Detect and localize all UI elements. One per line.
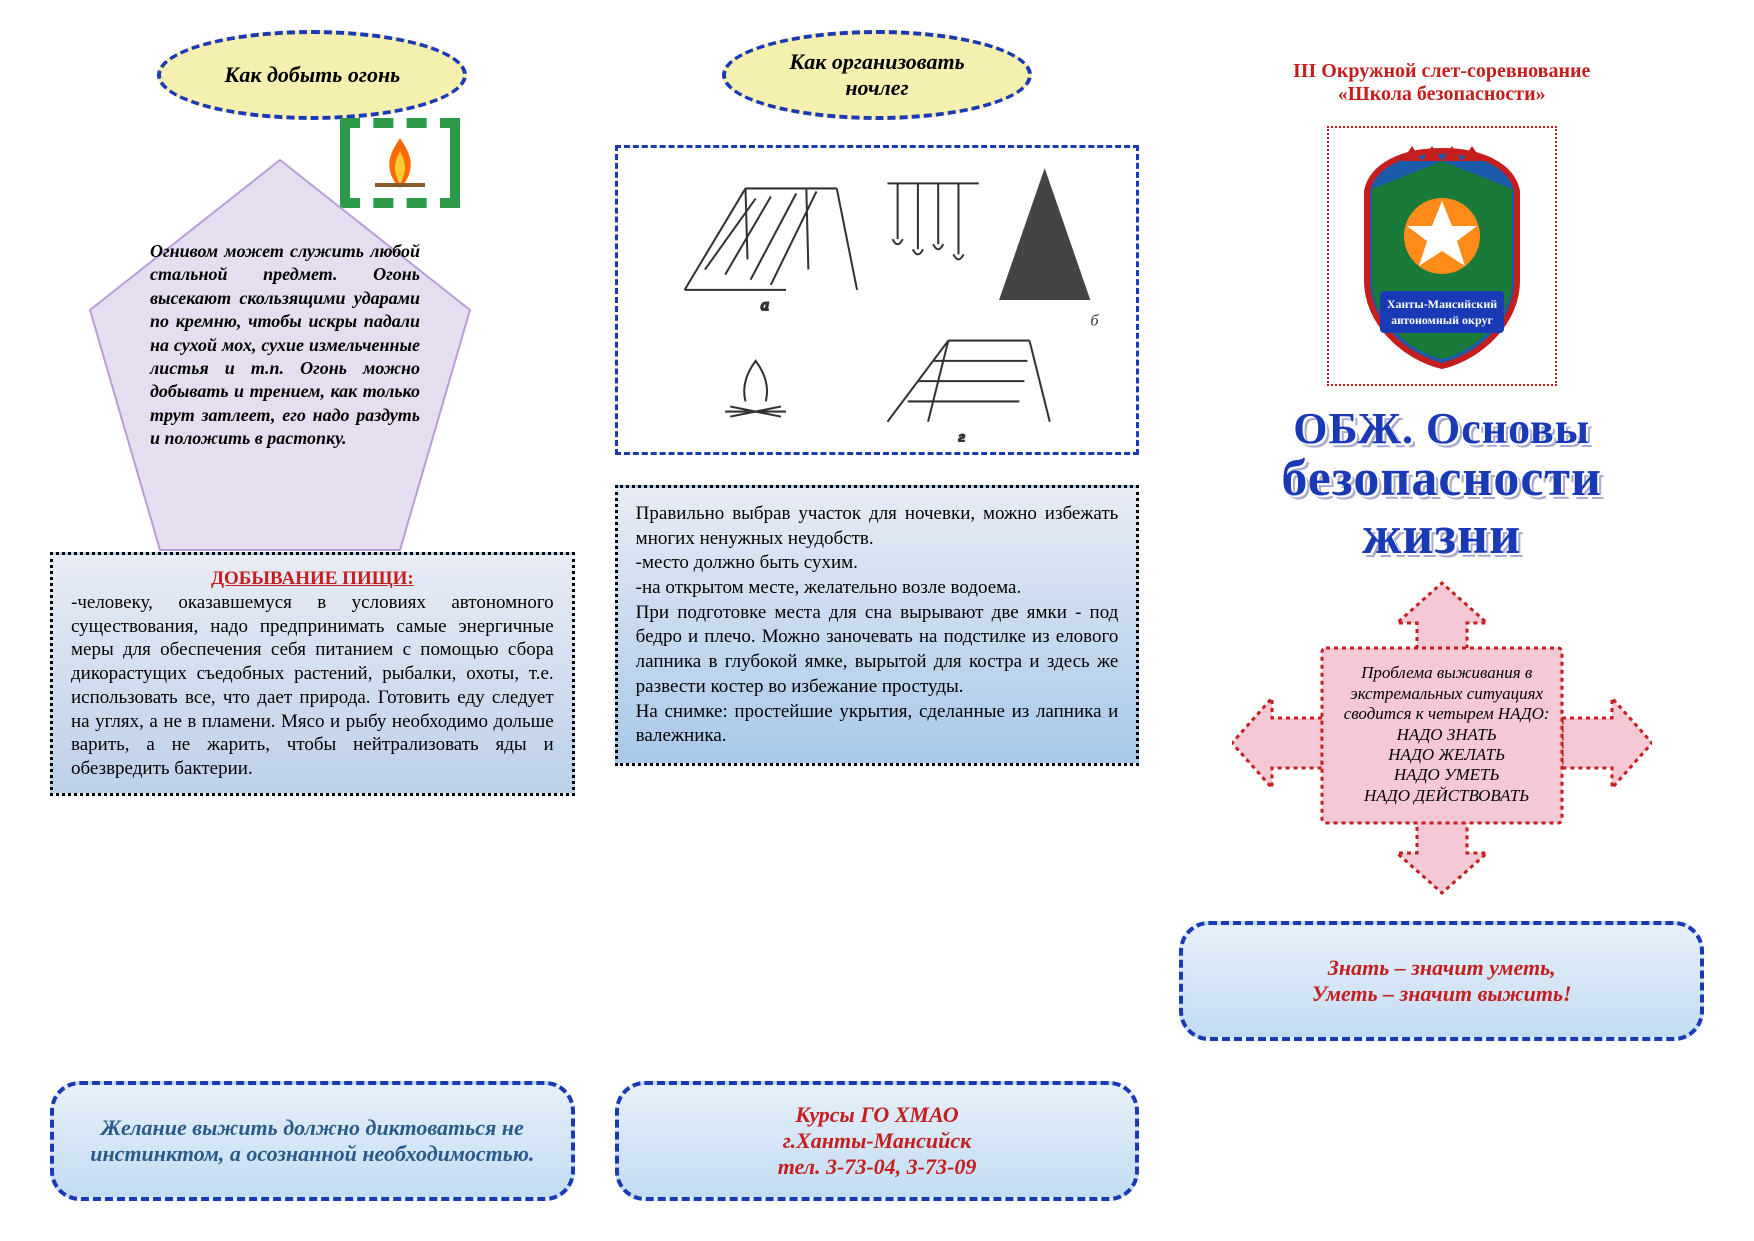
- night-text: Правильно выбрав участок для ночевки, мо…: [636, 502, 1119, 749]
- column-cover: III Окружной слет-соревнование «Школа бе…: [1179, 30, 1704, 1211]
- emblem-text2: автономный округ: [1391, 313, 1493, 327]
- obzh-line2: безопасности: [1281, 452, 1602, 507]
- callout-courses: Курсы ГО ХМАО г.Ханты-Мансийск тел. 3-73…: [615, 1081, 1140, 1201]
- svg-text:а: а: [760, 296, 768, 314]
- header-fire: Как добыть огонь: [157, 30, 467, 120]
- svg-text:б: б: [1090, 311, 1099, 329]
- night-text-box: Правильно выбрав участок для ночевки, мо…: [615, 485, 1140, 766]
- food-text: -человеку, оказавшемуся в условиях автон…: [71, 591, 554, 781]
- arrow-l1: НАДО ЗНАТЬ: [1332, 725, 1562, 745]
- page: Как добыть огонь Огнивом может служить л…: [0, 0, 1754, 1241]
- shelter-figure: а б: [615, 145, 1140, 455]
- food-box: ДОБЫВАНИЕ ПИЩИ: -человеку, оказавшемуся …: [50, 552, 575, 796]
- column-fire: Как добыть огонь Огнивом может служить л…: [50, 30, 575, 1211]
- column-night: Как организовать ночлег а: [615, 30, 1140, 1211]
- event-title: III Окружной слет-соревнование «Школа бе…: [1179, 60, 1704, 106]
- header-night: Как организовать ночлег: [722, 30, 1032, 120]
- food-title: ДОБЫВАНИЕ ПИЩИ:: [71, 567, 554, 591]
- arrow-l2: НАДО ЖЕЛАТЬ: [1332, 745, 1562, 765]
- obzh-line1: ОБЖ. Основы: [1281, 406, 1602, 452]
- arrow-cross: Проблема выживания в экстремальных ситуа…: [1232, 573, 1652, 913]
- arrow-text: Проблема выживания в экстремальных ситуа…: [1332, 663, 1562, 806]
- obzh-wordart: ОБЖ. Основы безопасности жизни: [1281, 406, 1602, 563]
- pentagon-fire-text: Огнивом может служить любой стальной пре…: [70, 150, 490, 570]
- pentagon-text: Огнивом может служить любой стальной пре…: [150, 240, 420, 451]
- arrow-l4: НАДО ДЕЙСТВОВАТЬ: [1332, 786, 1562, 806]
- callout-know: Знать – значит уметь, Уметь – значит выж…: [1179, 921, 1704, 1041]
- callout-survive-will: Желание выжить должно диктоваться не инс…: [50, 1081, 575, 1201]
- emblem: Ханты-Мансийский автономный округ: [1327, 126, 1557, 386]
- obzh-line3: жизни: [1281, 507, 1602, 564]
- svg-text:г: г: [958, 428, 964, 442]
- emblem-text1: Ханты-Мансийский: [1387, 297, 1497, 311]
- arrow-l3: НАДО УМЕТЬ: [1332, 765, 1562, 785]
- arrow-intro: Проблема выживания в экстремальных ситуа…: [1332, 663, 1562, 724]
